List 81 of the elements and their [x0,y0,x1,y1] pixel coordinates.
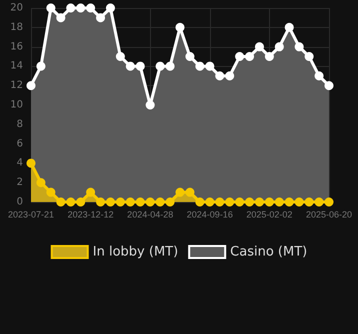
point [254,42,264,52]
point [225,198,234,206]
point [195,198,204,206]
point [314,198,324,206]
point [146,100,155,110]
point [284,198,294,206]
point [166,198,175,206]
point [166,62,175,71]
point [215,198,224,206]
point [106,4,115,12]
point [324,198,334,206]
point [245,198,254,206]
point [36,178,46,188]
y-tick-label: 20 [10,2,23,14]
point [156,62,165,71]
point [146,198,155,206]
x-tick-label: 2024-09-16 [186,210,233,220]
point [66,4,76,12]
point [215,71,224,80]
point [56,198,66,206]
point [324,81,334,90]
point [195,62,204,71]
point [176,22,184,32]
y-tick-label: 12 [10,80,23,92]
point [245,52,254,61]
point [36,62,46,71]
point [126,62,135,71]
point [86,4,96,12]
point [205,198,214,206]
x-tick-label: 2023-07-21 [8,210,54,220]
point [76,198,86,206]
point [156,198,165,206]
y-tick-label: 2 [16,177,23,188]
point [304,52,314,61]
point [185,188,194,197]
point [274,42,284,52]
x-tick-label: 2025-02-02 [246,210,292,220]
y-tick-label: 0 [16,196,23,208]
point [225,71,234,80]
point [136,62,145,71]
x-tick-label: 2025-06-20 [306,210,352,220]
point [136,198,145,206]
y-tick-label: 14 [10,60,23,72]
point [26,158,36,168]
point [176,188,184,197]
point [56,13,66,22]
point [294,42,304,52]
y-tick-label: 4 [16,158,23,169]
y-tick-label: 8 [16,118,23,130]
y-tick-label: 16 [10,41,23,52]
point [46,188,56,197]
point [274,198,284,206]
point [254,198,264,206]
point [106,198,115,206]
point [185,52,194,61]
point [294,198,304,206]
x-tick-label: 2024-04-28 [127,210,174,220]
point [26,81,36,90]
point [126,198,135,206]
point [264,52,274,61]
point [264,198,274,206]
point [235,52,244,61]
legend-label: Casino (MT) [230,244,308,260]
point [116,52,125,61]
point [284,22,294,32]
point [96,13,106,22]
x-tick-label: 2023-12-12 [68,210,114,220]
legend-label: In lobby (MT) [92,244,178,260]
point [86,188,96,197]
point [304,198,314,206]
point [96,198,106,206]
point [116,198,125,206]
point [205,62,214,71]
y-tick-label: 10 [10,100,23,110]
y-tick-label: 6 [16,138,23,150]
point [314,71,324,80]
point [235,198,244,206]
point [46,4,56,12]
point [76,4,86,12]
y-tick-label: 18 [10,22,23,33]
point [66,198,76,206]
